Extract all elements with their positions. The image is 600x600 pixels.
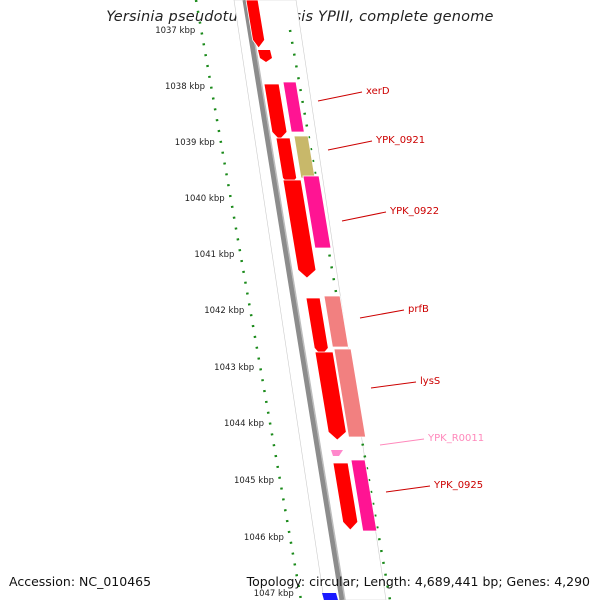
scale-label: 1043 kbp <box>214 363 254 373</box>
gene-feature-YPK_0922-cds[interactable] <box>282 179 317 279</box>
gene-label-xerD[interactable]: xerD <box>366 86 390 97</box>
scale-label: 1039 kbp <box>175 138 215 148</box>
gene-feature-YPK_0922[interactable] <box>302 175 332 249</box>
gene-label-YPK_0922[interactable]: YPK_0922 <box>389 206 439 217</box>
gene-feature-lysS-cds[interactable] <box>314 351 347 441</box>
scale-ticks: 1037 kbp 1038 kbp 1039 kbp 1040 kbp 1041 kbp… <box>155 26 294 599</box>
gene-feature-small[interactable] <box>258 50 272 62</box>
scale-label: 1046 kbp <box>244 533 284 543</box>
scale-label: 1045 kbp <box>234 476 274 486</box>
gene-feature-xerD-cds[interactable] <box>263 83 288 141</box>
gene-labels: xerD YPK_0921 YPK_0922 prfB lysS YPK_R0011 YPK… <box>317 86 484 493</box>
scale-line-outer <box>194 0 303 600</box>
gene-feature-prfB[interactable] <box>323 295 349 348</box>
scale-label: 1038 kbp <box>165 82 205 92</box>
gene-feature-YPK_0925-cds[interactable] <box>332 462 359 531</box>
gene-leader-line <box>370 381 417 389</box>
gene-label-lysS[interactable]: lysS <box>420 376 440 387</box>
gene-label-prfB[interactable]: prfB <box>408 304 429 315</box>
gene-leader-line <box>359 309 405 319</box>
genome-summary-text: Topology: circular; Length: 4,689,441 bp… <box>246 574 590 589</box>
gene-leader-line <box>379 438 425 446</box>
gene-leader-line <box>317 91 363 102</box>
gene-leader-line <box>341 211 387 222</box>
gene-label-YPK_0925[interactable]: YPK_0925 <box>433 480 483 491</box>
gene-feature-xerD[interactable] <box>282 81 305 133</box>
scale-label: 1041 kbp <box>194 250 234 260</box>
map-title: Yersinia pseudotuberculosis YPIII, compl… <box>106 9 494 25</box>
gene-feature-YPK_0925[interactable] <box>350 459 378 532</box>
accession-text: Accession: NC_010465 <box>9 574 152 589</box>
scale-label: 1047 kbp <box>254 589 294 599</box>
gene-feature-partial[interactable] <box>245 0 266 49</box>
scale-label: 1042 kbp <box>204 306 244 316</box>
scale-label: 1044 kbp <box>224 419 264 429</box>
scale-label: 1040 kbp <box>185 194 225 204</box>
gene-leader-line <box>385 485 431 493</box>
gene-feature-lysS[interactable] <box>333 348 367 438</box>
scale-label: 1037 kbp <box>155 26 195 36</box>
gene-feature-YPK_R0011[interactable] <box>331 450 343 456</box>
gene-feature-blue[interactable] <box>322 593 338 600</box>
gene-label-YPK_0921[interactable]: YPK_0921 <box>375 135 425 146</box>
gene-label-YPK_R0011[interactable]: YPK_R0011 <box>427 433 484 444</box>
gene-leader-line <box>327 140 373 151</box>
genome-backbone <box>242 0 345 600</box>
genome-backbone-shadow <box>247 0 346 600</box>
gene-features <box>245 0 378 600</box>
